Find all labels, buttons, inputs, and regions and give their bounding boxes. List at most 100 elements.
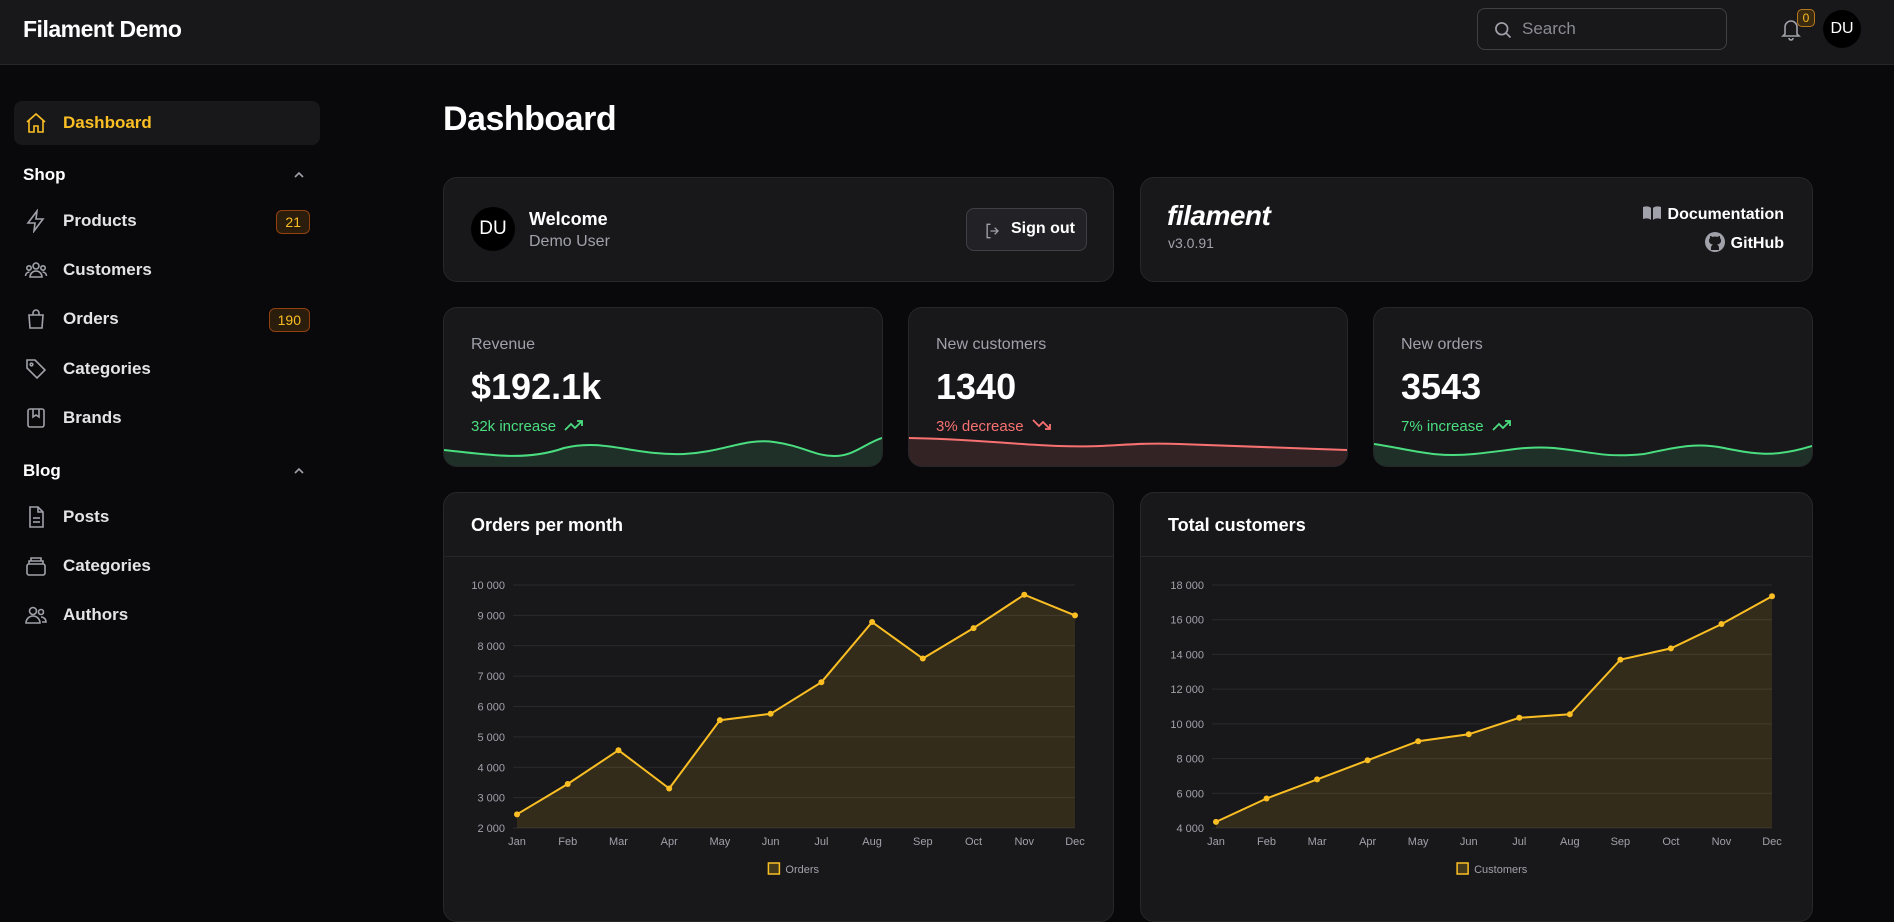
stat-trend-label: 32k increase bbox=[471, 418, 557, 435]
nav-group-blog[interactable]: Blog bbox=[23, 461, 61, 480]
sidebar-item-dashboard[interactable]: Dashboard bbox=[14, 101, 320, 145]
sidebar-item-categories[interactable]: Categories bbox=[14, 347, 320, 391]
x-tick-label: Aug bbox=[1560, 836, 1580, 848]
avatar[interactable]: DU bbox=[1823, 10, 1861, 48]
x-tick-label: Oct bbox=[965, 836, 982, 848]
book-icon bbox=[1642, 206, 1661, 220]
nav-group-shop[interactable]: Shop bbox=[23, 165, 66, 184]
search-input[interactable] bbox=[1522, 9, 1717, 49]
stat-label: New customers bbox=[936, 336, 1047, 353]
chart-card-customers: Total customers 4 000 6 000 8 000 10 000 12 … bbox=[1140, 492, 1813, 922]
sidebar-item-customers[interactable]: Customers bbox=[14, 248, 320, 292]
x-tick-label: Apr bbox=[1359, 836, 1376, 848]
github-icon bbox=[1704, 232, 1725, 252]
stat-trend: 3% decrease bbox=[936, 418, 1052, 435]
stat-card-new-customers: New customers 1340 3% decrease bbox=[908, 307, 1348, 467]
x-tick-label: Jan bbox=[508, 836, 526, 848]
sidebar-item-products[interactable]: Products 21 bbox=[14, 199, 320, 243]
sidebar-item-label: Categories bbox=[63, 556, 151, 575]
shopping-bag-icon bbox=[28, 309, 44, 329]
x-tick-label: Oct bbox=[1662, 836, 1679, 848]
count-badge: 21 bbox=[276, 210, 310, 234]
search-icon bbox=[1495, 22, 1512, 39]
bolt-icon bbox=[26, 209, 45, 233]
legend-label: Orders bbox=[785, 864, 819, 876]
y-tick-label: 8 000 bbox=[477, 641, 505, 653]
y-tick-label: 8 000 bbox=[1176, 754, 1204, 766]
data-point bbox=[767, 710, 774, 717]
trending-down-icon bbox=[1032, 419, 1051, 430]
stat-trend-label: 7% increase bbox=[1401, 418, 1484, 435]
y-tick-label: 10 000 bbox=[1170, 719, 1204, 731]
data-point bbox=[818, 679, 825, 686]
sidebar: Dashboard Shop Products 21 Customers Ord… bbox=[0, 66, 330, 906]
app-title[interactable]: Filament Demo bbox=[23, 16, 182, 42]
github-link[interactable]: GitHub bbox=[1704, 232, 1784, 253]
x-tick-label: Jul bbox=[814, 836, 828, 848]
chart-header: Total customers bbox=[1141, 493, 1812, 557]
data-point bbox=[1718, 621, 1725, 628]
x-tick-label: Jul bbox=[1512, 836, 1526, 848]
data-point bbox=[970, 625, 977, 632]
data-point bbox=[1465, 731, 1472, 738]
data-point bbox=[1566, 711, 1573, 718]
stat-value: 1340 bbox=[936, 366, 1017, 407]
chevron-up-icon[interactable] bbox=[292, 168, 306, 182]
stat-value: 3543 bbox=[1401, 366, 1482, 407]
y-tick-label: 6 000 bbox=[477, 702, 505, 714]
x-tick-label: Jan bbox=[1207, 836, 1225, 848]
customers-chart: 4 000 6 000 8 000 10 000 12 000 14 000 16 000 1… bbox=[1170, 580, 1782, 876]
sidebar-item-brands[interactable]: Brands bbox=[14, 396, 320, 440]
sign-out-icon bbox=[986, 223, 999, 239]
orders-chart: 2 000 3 000 4 000 5 000 6 000 7 000 8 000 9 000… bbox=[471, 580, 1085, 876]
bell-icon[interactable] bbox=[1779, 16, 1803, 42]
sidebar-item-posts[interactable]: Posts bbox=[14, 495, 320, 539]
top-bar: Filament Demo 0 DU bbox=[0, 0, 1894, 65]
sidebar-item-orders[interactable]: Orders 190 bbox=[14, 297, 320, 341]
y-tick-label: 4 000 bbox=[477, 762, 505, 774]
filament-logo[interactable]: filament bbox=[1167, 200, 1271, 231]
data-point bbox=[1516, 714, 1523, 721]
y-tick-label: 9 000 bbox=[477, 610, 505, 622]
search-box[interactable] bbox=[1477, 8, 1727, 50]
chevron-up-icon[interactable] bbox=[292, 464, 306, 478]
chart-title: Total customers bbox=[1168, 515, 1306, 535]
y-tick-label: 14 000 bbox=[1170, 649, 1204, 661]
data-point bbox=[1021, 591, 1028, 598]
y-tick-label: 3 000 bbox=[477, 793, 505, 805]
avatar: DU bbox=[471, 207, 515, 251]
x-tick-label: Sep bbox=[913, 836, 933, 848]
sidebar-item-authors[interactable]: Authors bbox=[14, 593, 320, 637]
documentation-link[interactable]: Documentation bbox=[1642, 205, 1784, 224]
series-area bbox=[517, 594, 1075, 828]
stat-trend: 7% increase bbox=[1401, 418, 1512, 435]
x-tick-label: May bbox=[1408, 836, 1429, 848]
sparkline bbox=[444, 437, 882, 466]
y-tick-label: 2 000 bbox=[477, 823, 505, 835]
version-label: v3.0.91 bbox=[1168, 235, 1214, 251]
data-point bbox=[1415, 738, 1422, 745]
sidebar-item-blog-categories[interactable]: Categories bbox=[14, 544, 320, 588]
page-title: Dashboard bbox=[443, 100, 617, 138]
stat-label: Revenue bbox=[471, 336, 536, 353]
account-widget: DU Welcome Demo User Sign out bbox=[443, 177, 1114, 282]
data-point bbox=[1314, 776, 1321, 783]
sidebar-item-label: Brands bbox=[63, 408, 122, 427]
home-icon bbox=[26, 112, 46, 133]
stat-card-new-orders: New orders 3543 7% increase bbox=[1373, 307, 1813, 467]
sign-out-label: Sign out bbox=[1011, 220, 1075, 237]
sparkline bbox=[1374, 443, 1812, 466]
x-tick-label: Nov bbox=[1014, 836, 1034, 848]
count-badge: 190 bbox=[268, 308, 310, 332]
legend-swatch bbox=[767, 862, 781, 875]
legend-label: Customers bbox=[1474, 864, 1528, 876]
series-area bbox=[1216, 596, 1772, 828]
data-point bbox=[1263, 795, 1270, 802]
sign-out-button[interactable]: Sign out bbox=[966, 208, 1087, 251]
data-point bbox=[1769, 593, 1775, 600]
data-point bbox=[1072, 612, 1078, 619]
chart-header: Orders per month bbox=[444, 493, 1113, 557]
y-tick-label: 4 000 bbox=[1176, 823, 1204, 835]
x-tick-label: Mar bbox=[609, 836, 628, 848]
github-label: GitHub bbox=[1730, 235, 1784, 252]
